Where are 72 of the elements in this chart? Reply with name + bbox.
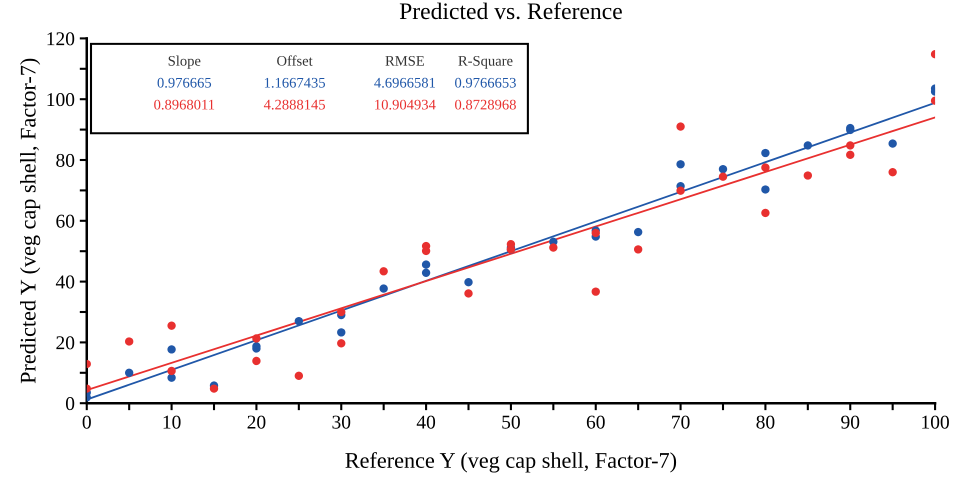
annotation: RMSE	[385, 56, 424, 66]
chart-title: Predicted vs. Reference	[400, 2, 622, 20]
annotation: 4.2888145	[264, 100, 326, 110]
x-tick-label: 40	[416, 416, 436, 429]
x-tick-label: 80	[756, 416, 774, 429]
x-tick-label: 60	[586, 416, 605, 429]
annotation: 10.904934	[375, 100, 436, 110]
x-tick-label: 0	[82, 416, 91, 429]
point	[422, 268, 430, 277]
point	[125, 337, 134, 346]
y-tick-label: 60	[56, 214, 74, 228]
point	[761, 148, 770, 158]
y-axis-title: Predicted Y (veg cap shell, Factor-7)	[20, 58, 40, 384]
annotation: 0.8968011	[154, 100, 214, 110]
y-tick-label: 20	[56, 336, 74, 350]
point	[888, 139, 897, 148]
point	[761, 163, 770, 172]
y-tick-label: 100	[48, 93, 74, 106]
point	[210, 384, 218, 393]
point	[761, 185, 770, 194]
x-tick-label: 90	[841, 416, 860, 429]
point	[718, 172, 728, 181]
point	[167, 322, 176, 330]
y-tick-label: 40	[56, 275, 74, 289]
point	[252, 334, 261, 343]
annotation: 1.1667435	[264, 78, 326, 88]
point	[592, 287, 600, 296]
annotation: Offset	[277, 55, 313, 66]
point	[252, 356, 261, 366]
annotation: R-Square	[458, 56, 513, 69]
annotation: 0.9766653	[455, 78, 516, 88]
point	[464, 278, 473, 286]
annotation: 0.976665	[158, 78, 212, 88]
x-tick-label: 30	[332, 416, 350, 429]
point	[592, 228, 600, 238]
x-tick-label: 70	[672, 416, 690, 429]
point	[804, 171, 812, 180]
point	[718, 164, 728, 174]
annotation: 4.6966581	[374, 78, 435, 88]
point	[125, 368, 134, 377]
annotation: Slope	[168, 56, 200, 69]
point	[294, 372, 304, 380]
y-tick-label: 120	[48, 32, 74, 46]
point	[549, 243, 558, 252]
x-tick-label: 20	[248, 416, 266, 429]
y-tick-label: 0	[66, 397, 74, 410]
point	[337, 339, 346, 348]
point	[676, 122, 685, 131]
point	[634, 245, 642, 254]
x-tick-label: 50	[502, 416, 520, 429]
point	[337, 328, 346, 337]
point	[167, 345, 176, 354]
point	[464, 289, 473, 298]
point	[846, 150, 854, 159]
point	[634, 228, 642, 236]
x-tick-label: 100	[922, 416, 949, 429]
point	[422, 260, 430, 269]
annotation: 0.8728968	[455, 100, 516, 110]
point	[380, 284, 388, 293]
y-tick-label: 80	[56, 154, 74, 167]
point	[888, 168, 897, 176]
point	[337, 308, 346, 316]
point	[846, 141, 854, 150]
point	[294, 316, 304, 326]
x-axis-title: Reference Y (veg cap shell, Factor-7)	[345, 452, 676, 473]
point	[167, 366, 176, 376]
point	[804, 141, 812, 150]
x-tick-label: 10	[164, 416, 181, 429]
point	[761, 208, 770, 218]
point	[380, 267, 388, 276]
point	[676, 186, 685, 195]
point	[676, 160, 685, 168]
